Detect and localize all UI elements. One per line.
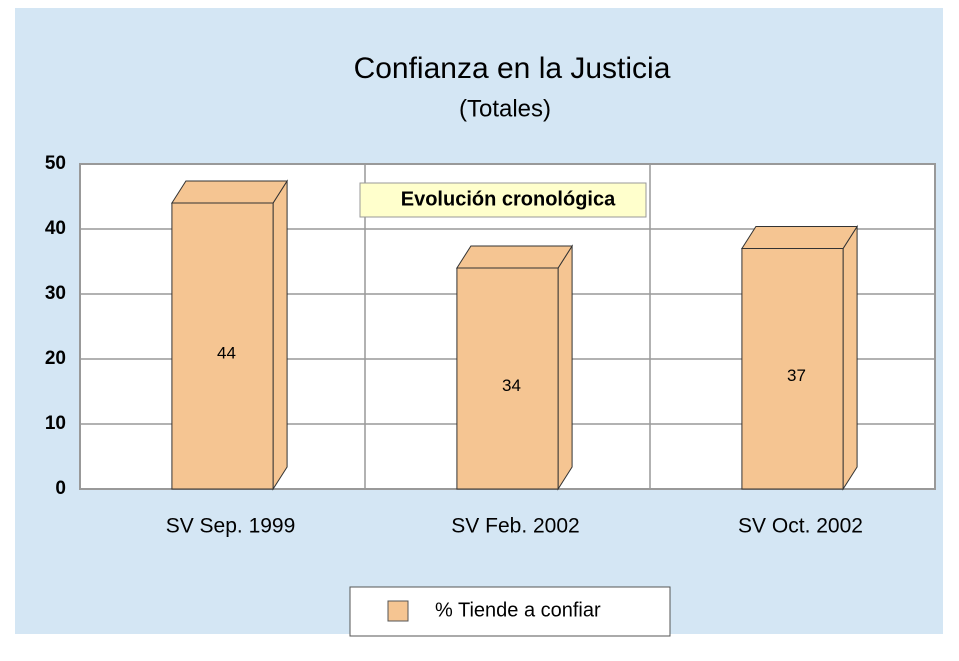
annotation-box	[359, 182, 647, 218]
bar-top	[741, 226, 858, 249]
y-tick-label: 20	[45, 348, 66, 369]
y-tick-label: 0	[55, 478, 66, 499]
y-tick-label: 40	[45, 218, 66, 239]
y-tick-label: 10	[45, 413, 66, 434]
x-tick-label: SV Oct. 2002	[738, 515, 863, 538]
y-tick-label: 50	[45, 153, 66, 174]
bar	[741, 248, 844, 490]
plot: 0 10 20 30 40 50 SV Sep. 1999 44 SV Feb. 2002 34 S…	[45, 153, 936, 538]
legend-swatch	[387, 600, 409, 622]
bar	[171, 202, 274, 490]
value-label: 34	[502, 376, 521, 395]
bar-side	[272, 179, 288, 491]
bar-top	[171, 180, 288, 204]
annotation: Evolución cronológica	[401, 188, 616, 210]
x-tick-label: SV Sep. 1999	[166, 515, 296, 538]
value-label: 37	[787, 366, 806, 385]
value-label: 44	[217, 343, 236, 362]
y-tick-label: 30	[45, 283, 66, 304]
legend-label: % Tiende a confiar	[435, 599, 601, 621]
bar	[456, 267, 559, 490]
bar-top	[456, 245, 573, 269]
bar-side	[842, 224, 858, 491]
bar-side	[557, 244, 573, 491]
chart-title: Confianza en la Justicia	[354, 52, 671, 85]
chart-subtitle: (Totales)	[459, 95, 551, 122]
x-tick-label: SV Feb. 2002	[451, 515, 579, 538]
